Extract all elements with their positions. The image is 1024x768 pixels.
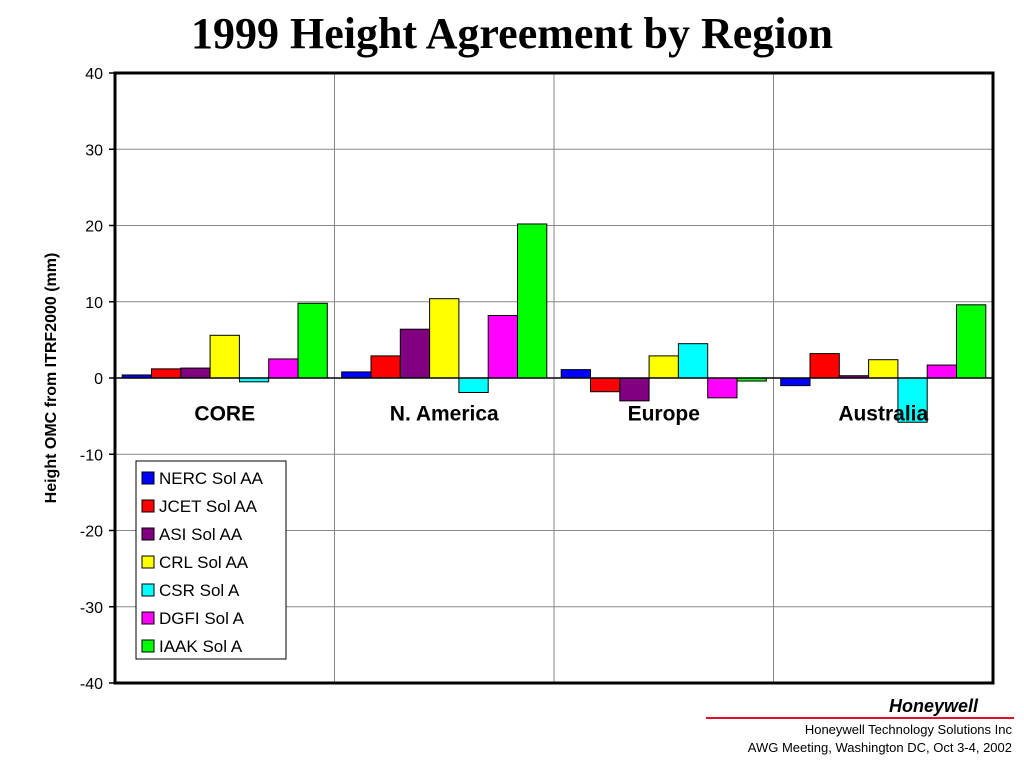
legend-swatch xyxy=(141,527,155,541)
bar-crl-sol-aa-europe xyxy=(648,355,679,379)
legend-entry: CRL Sol AA xyxy=(159,553,249,572)
bar-jcet-sol-aa-australia xyxy=(809,353,840,379)
slide-title: 1999 Height Agreement by Region xyxy=(190,9,834,58)
bar-dgfi-sol-a-n-america xyxy=(487,314,519,379)
bar-nerc-sol-aa-n-america xyxy=(341,371,372,379)
y-tick-label: -30 xyxy=(80,600,103,617)
legend-swatch xyxy=(141,499,155,513)
y-tick-label: -40 xyxy=(80,676,103,693)
bar-crl-sol-aa-core xyxy=(209,334,240,379)
bar-jcet-sol-aa-europe xyxy=(590,377,621,393)
bar-crl-sol-aa-n-america xyxy=(429,298,460,379)
y-tick-label: 40 xyxy=(85,66,103,83)
y-tick-label: 0 xyxy=(94,371,103,388)
category-label: Australia xyxy=(838,403,928,426)
bar-dgfi-sol-a-europe xyxy=(707,377,738,399)
bar-nerc-sol-aa-europe xyxy=(560,369,592,379)
footer-event: AWG Meeting, Washington DC, Oct 3-4, 200… xyxy=(747,740,1012,755)
legend-entry: ASI Sol AA xyxy=(159,525,243,544)
footer-company: Honeywell Technology Solutions Inc xyxy=(804,722,1012,737)
bar-iaak-sol-a-australia xyxy=(956,304,987,379)
bar-crl-sol-aa-australia xyxy=(868,359,899,379)
legend-swatch xyxy=(141,555,155,569)
bar-asi-sol-aa-n-america xyxy=(399,328,431,379)
legend-swatch xyxy=(141,639,155,653)
y-tick-label: 20 xyxy=(85,219,103,236)
bar-nerc-sol-aa-australia xyxy=(780,377,811,387)
legend-entry: IAAK Sol A xyxy=(159,637,243,656)
legend-entry: JCET Sol AA xyxy=(159,497,258,516)
bar-csr-sol-a-n-america xyxy=(458,377,489,393)
bar-iaak-sol-a-core xyxy=(297,302,328,379)
y-tick-label: 30 xyxy=(85,142,103,159)
y-axis-label: Height OMC from ITRF2000 (mm) xyxy=(43,253,60,504)
bar-jcet-sol-aa-core xyxy=(151,368,182,379)
y-tick-label: -20 xyxy=(80,524,103,541)
legend-box xyxy=(135,460,287,660)
category-label: CORE xyxy=(194,403,255,426)
bar-iaak-sol-a-n-america xyxy=(517,223,548,379)
bar-asi-sol-aa-core xyxy=(180,367,211,379)
footer-divider xyxy=(706,717,1014,719)
bar-dgfi-sol-a-core xyxy=(268,358,299,379)
legend-swatch xyxy=(141,471,155,485)
bar-asi-sol-aa-europe xyxy=(619,377,650,402)
category-label: Europe xyxy=(628,403,700,426)
category-label: N. America xyxy=(390,403,499,426)
legend-swatch xyxy=(141,611,155,625)
y-tick-label: 10 xyxy=(85,295,103,312)
bar-dgfi-sol-a-australia xyxy=(926,364,958,379)
legend-entry: CSR Sol A xyxy=(159,581,240,600)
honeywell-logo: Honeywell xyxy=(888,696,978,716)
legend-swatch xyxy=(141,583,155,597)
legend-entry: NERC Sol AA xyxy=(159,469,264,488)
bar-chart: 40 30 20 10 0 -10 -20 -30 -40 CORE N. America Europ… xyxy=(43,66,995,693)
bar-csr-sol-a-europe xyxy=(677,343,709,379)
bar-jcet-sol-aa-n-america xyxy=(370,355,401,379)
y-tick-label: -10 xyxy=(80,447,103,464)
legend-entry: DGFI Sol A xyxy=(159,609,245,628)
